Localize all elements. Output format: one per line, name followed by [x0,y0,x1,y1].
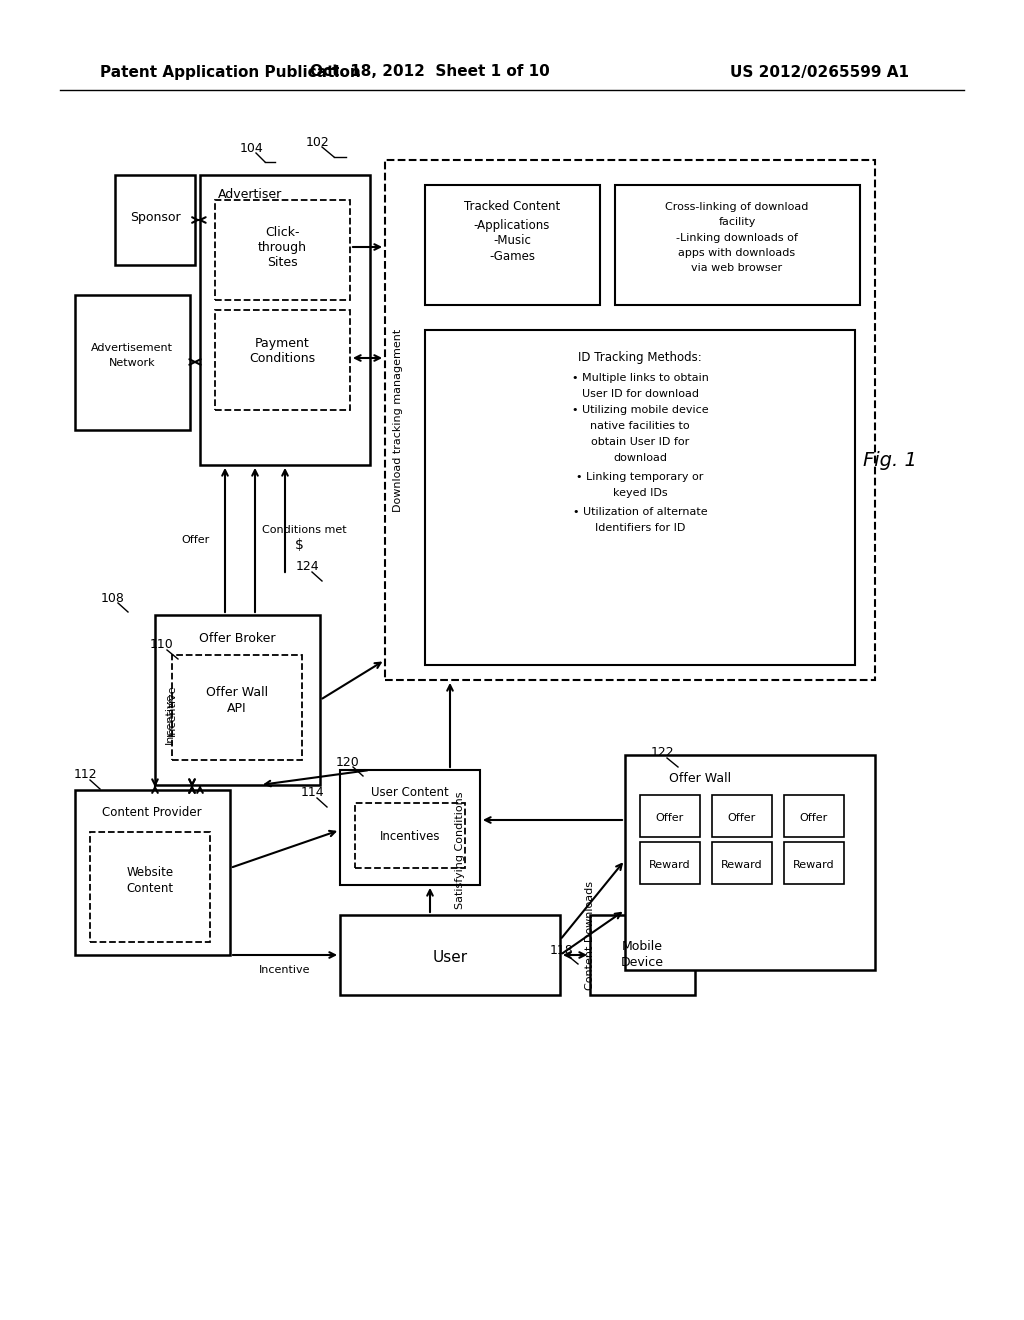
Text: Offer: Offer [728,813,756,822]
Bar [712,842,772,884]
Bar [590,915,695,995]
Text: User: User [432,949,468,965]
Bar [155,615,319,785]
Text: -Applications: -Applications [474,219,550,231]
Text: 112: 112 [73,768,97,781]
Text: User ID for download: User ID for download [582,389,698,399]
Text: Offer Wall: Offer Wall [206,685,268,698]
Text: Offer Broker: Offer Broker [199,631,275,644]
Bar [784,795,844,837]
Text: ID Tracking Methods:: ID Tracking Methods: [579,351,701,364]
Text: Oct. 18, 2012  Sheet 1 of 10: Oct. 18, 2012 Sheet 1 of 10 [310,65,550,79]
Text: via web browser: via web browser [691,263,782,273]
Text: Reward: Reward [794,861,835,870]
Text: 110: 110 [151,639,174,652]
Text: through: through [257,242,306,255]
Text: obtain User ID for: obtain User ID for [591,437,689,447]
Bar [615,185,860,305]
Text: Advertisement: Advertisement [91,343,173,352]
Text: Download tracking management: Download tracking management [393,329,403,512]
Text: Incentives: Incentives [380,829,440,842]
Text: Conditions: Conditions [249,351,315,364]
Text: Offer Wall: Offer Wall [669,771,731,784]
Text: 104: 104 [240,141,264,154]
Text: Payment: Payment [255,337,309,350]
Text: Click-: Click- [265,227,299,239]
Text: Satisfying Conditions: Satisfying Conditions [455,791,465,908]
Text: Sponsor: Sponsor [130,211,180,224]
Text: Conditions met: Conditions met [262,525,347,535]
Text: Cross-linking of download: Cross-linking of download [666,202,809,213]
Bar [625,755,874,970]
Text: 114: 114 [300,787,324,800]
Bar [712,795,772,837]
Text: • Linking temporary or: • Linking temporary or [577,473,703,482]
Text: Offer: Offer [656,813,684,822]
Text: Website: Website [126,866,173,879]
Text: User Content: User Content [371,787,449,800]
Bar [172,655,302,760]
Text: Patent Application Publication: Patent Application Publication [100,65,360,79]
Text: -Music: -Music [494,235,530,248]
Text: Identifiers for ID: Identifiers for ID [595,523,685,533]
Text: Device: Device [621,957,664,969]
Text: download: download [613,453,667,463]
Text: facility: facility [718,216,756,227]
Text: 124: 124 [295,561,318,573]
Text: 102: 102 [306,136,330,149]
Text: US 2012/0265599 A1: US 2012/0265599 A1 [730,65,909,79]
Text: Tracked Content: Tracked Content [464,201,560,214]
Text: • Utilizing mobile device: • Utilizing mobile device [571,405,709,414]
Text: -Games: -Games [489,251,535,264]
Text: Offer: Offer [181,535,210,545]
Text: 118: 118 [550,944,573,957]
Text: 122: 122 [650,747,674,759]
Bar [90,832,210,942]
Bar [784,842,844,884]
Text: Reward: Reward [721,861,763,870]
Text: Incentive: Incentive [165,692,175,743]
Bar [200,176,370,465]
Bar [215,201,350,300]
Text: Advertiser: Advertiser [218,189,283,202]
Text: Content Provider: Content Provider [102,807,202,820]
Text: $: $ [295,539,304,552]
Bar [425,185,600,305]
Text: 108: 108 [101,591,125,605]
Text: -Linking downloads of: -Linking downloads of [676,234,798,243]
Bar [75,294,190,430]
Text: keyed IDs: keyed IDs [612,488,668,498]
Text: Sites: Sites [266,256,297,269]
Text: Network: Network [109,358,156,368]
Text: Incentive: Incentive [259,965,310,975]
Bar [75,789,230,954]
Bar [355,803,465,869]
Text: apps with downloads: apps with downloads [679,248,796,257]
Text: Offer: Offer [800,813,828,822]
Text: 120: 120 [336,755,359,768]
Text: native facilities to: native facilities to [590,421,690,432]
Text: Reward: Reward [649,861,691,870]
Bar [215,310,350,411]
Text: API: API [227,701,247,714]
Bar [640,795,700,837]
Text: Content: Content [126,882,173,895]
Bar [385,160,874,680]
Text: • Multiple links to obtain: • Multiple links to obtain [571,374,709,383]
Bar [340,770,480,884]
Bar [340,915,560,995]
Bar [425,330,855,665]
Bar [640,842,700,884]
Text: Mobile: Mobile [622,940,663,953]
Bar [115,176,195,265]
Text: Incentive: Incentive [167,684,177,735]
Text: Fig. 1: Fig. 1 [863,450,916,470]
Text: Content Downloads: Content Downloads [585,880,595,990]
Text: • Utilization of alternate: • Utilization of alternate [572,507,708,517]
